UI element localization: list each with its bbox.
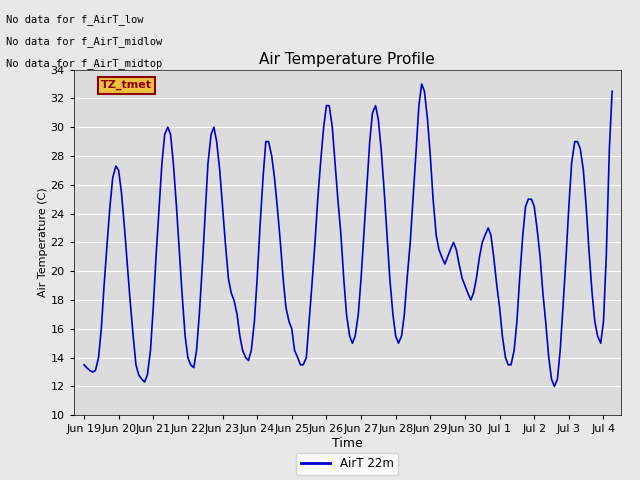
Text: TZ_tmet: TZ_tmet — [101, 80, 152, 90]
Text: No data for f_AirT_low: No data for f_AirT_low — [6, 14, 144, 25]
Text: No data for f_AirT_midlow: No data for f_AirT_midlow — [6, 36, 163, 47]
Legend: AirT 22m: AirT 22m — [296, 453, 398, 475]
Title: Air Temperature Profile: Air Temperature Profile — [259, 52, 435, 67]
Y-axis label: Air Temperature (C): Air Temperature (C) — [38, 188, 47, 297]
X-axis label: Time: Time — [332, 437, 363, 450]
Text: No data for f_AirT_midtop: No data for f_AirT_midtop — [6, 58, 163, 69]
